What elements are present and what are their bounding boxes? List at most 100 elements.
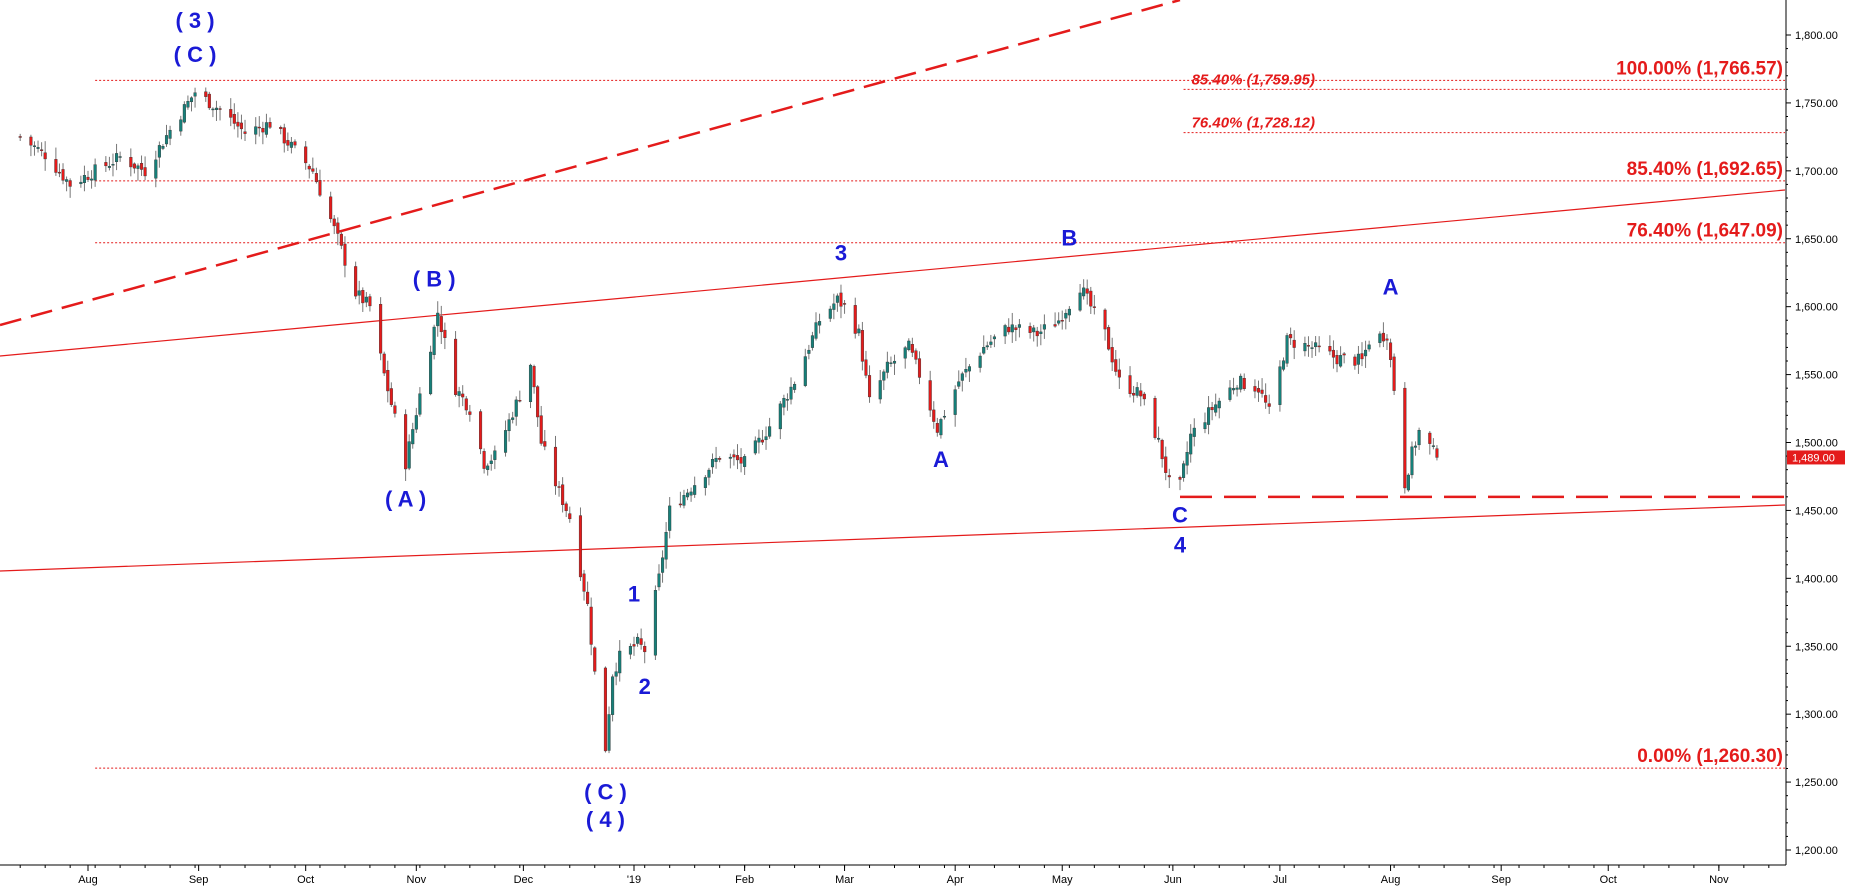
candle-body (957, 381, 961, 387)
candle-body (1228, 387, 1232, 400)
candle-body (614, 671, 618, 677)
candle-body (218, 108, 222, 110)
candle-body (1010, 324, 1014, 333)
candle-body (65, 179, 69, 182)
wave-label: ( 3 ) (175, 8, 214, 33)
candle-body (628, 645, 632, 655)
candle-body (1253, 386, 1257, 392)
candle-body (1128, 375, 1132, 394)
candle-body (182, 104, 186, 123)
candle-body (329, 196, 333, 220)
candle-body (1035, 330, 1039, 337)
fib-level-label: 100.00% (1,766.57) (1616, 58, 1783, 79)
candle-body (678, 503, 682, 506)
candle-body (618, 650, 622, 674)
candle-body (514, 399, 518, 417)
fib-level-label: 76.40% (1,647.09) (1627, 221, 1783, 242)
candle-body (1103, 309, 1107, 330)
candle-body (82, 175, 86, 184)
candle-body (482, 451, 486, 469)
candle-body (1139, 390, 1143, 397)
candle-body (179, 119, 183, 132)
candle-body (1389, 342, 1393, 360)
wave-label: ( A ) (385, 486, 426, 511)
candle-body (393, 405, 397, 414)
candle-body (1239, 375, 1243, 390)
candle-body (889, 362, 893, 364)
wave-label: ( C ) (584, 780, 627, 805)
candle-body (539, 415, 543, 444)
x-tick-label: Jun (1164, 874, 1182, 886)
candle-body (1385, 338, 1389, 341)
candle-body (286, 140, 290, 146)
candle-body (454, 338, 458, 395)
candle-body (168, 129, 172, 139)
fib-level-label: 0.00% (1,260.30) (1637, 746, 1783, 767)
trend-lines (0, 0, 1786, 572)
candle-body (93, 164, 97, 181)
candle-body (193, 92, 197, 97)
candle-body (1292, 339, 1296, 348)
candle-body (493, 450, 497, 460)
candle-body (718, 458, 722, 460)
candle-body (561, 484, 565, 505)
y-tick-label: 1,550.00 (1795, 370, 1838, 382)
candle-body (732, 454, 736, 458)
candle-body (1242, 377, 1246, 390)
candle-body (1285, 335, 1289, 364)
candle-body (1331, 349, 1335, 358)
candle-body (757, 437, 761, 443)
wave-label: ( 4 ) (586, 807, 625, 832)
y-tick-label: 1,800.00 (1795, 30, 1838, 42)
candle-body (207, 93, 211, 109)
candle-body (1314, 342, 1318, 348)
x-tick-label: Dec (514, 874, 534, 886)
candle-body (154, 159, 158, 179)
candle-body (489, 460, 493, 464)
candle-body (960, 373, 964, 381)
candle-body (778, 403, 782, 430)
y-tick-label: 1,600.00 (1795, 302, 1838, 314)
candle-body (157, 145, 161, 158)
candle-body (1003, 325, 1007, 337)
x-tick-label: Aug (1381, 874, 1401, 886)
y-tick-label: 1,350.00 (1795, 641, 1838, 653)
last-price-tag (1787, 450, 1845, 465)
candle-body (932, 409, 936, 422)
candle-body (1289, 334, 1293, 339)
candle-body (693, 485, 697, 495)
candle-body (68, 180, 72, 187)
candle-body (107, 166, 111, 168)
candle-body (982, 347, 986, 354)
candle-body (1042, 324, 1046, 330)
candle-body (1431, 445, 1435, 447)
wave-label: B (1061, 226, 1077, 251)
candle-body (304, 146, 308, 164)
candle-body (1007, 326, 1011, 333)
candle-body (282, 127, 286, 144)
candle-body (1339, 355, 1343, 367)
candle-body (611, 676, 615, 715)
candle-body (586, 591, 590, 604)
candle-body (1364, 349, 1368, 357)
candle-body (917, 358, 922, 378)
candle-body (136, 165, 140, 169)
candle-body (832, 303, 836, 310)
candle-body (814, 322, 818, 339)
candle-body (1417, 429, 1421, 446)
candle-body (361, 289, 365, 304)
candle-body (789, 386, 793, 400)
candle-body (1342, 353, 1346, 356)
candle-body (1217, 400, 1221, 409)
candle-body (214, 107, 219, 110)
candle-body (632, 644, 636, 647)
candle-body (764, 436, 768, 441)
x-tick-label: '19 (627, 874, 641, 886)
candle-body (1403, 387, 1407, 489)
candle-body (818, 321, 822, 326)
candle-body (386, 370, 390, 392)
x-tick-label: Oct (1600, 874, 1617, 886)
y-tick-label: 1,200.00 (1795, 845, 1838, 857)
y-tick-label: 1,450.00 (1795, 505, 1838, 517)
